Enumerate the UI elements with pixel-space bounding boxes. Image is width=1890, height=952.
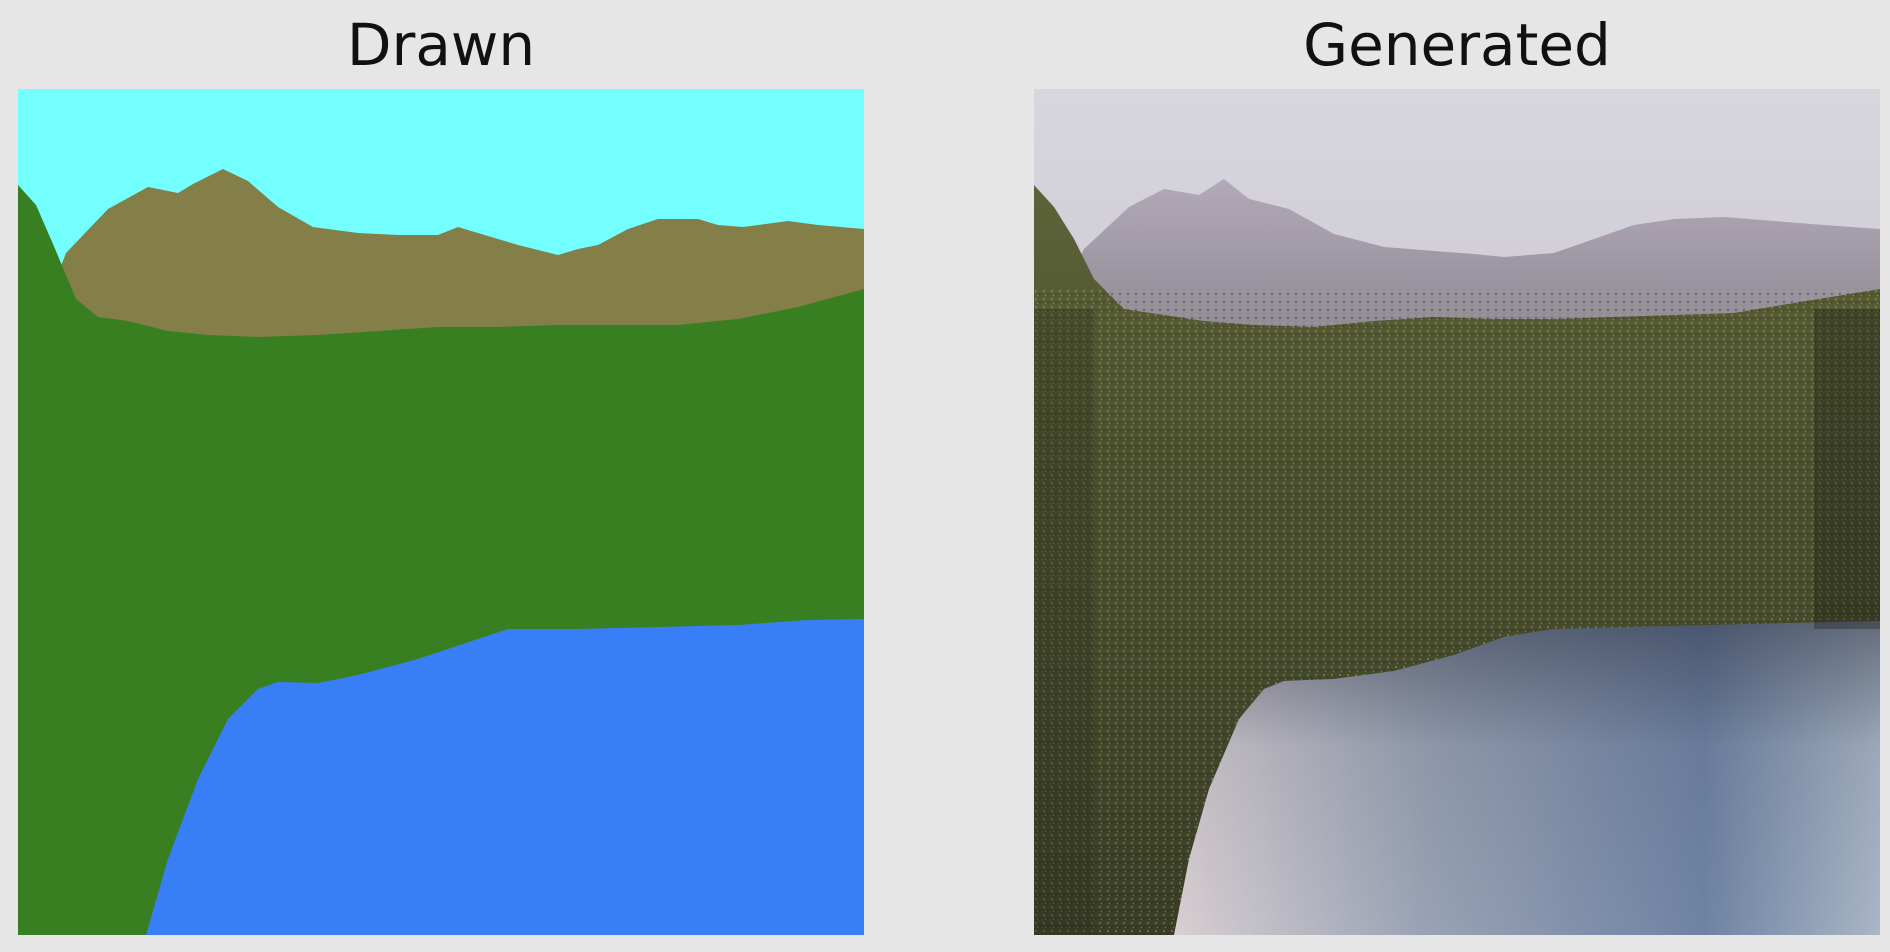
generated-left-shadow — [1034, 309, 1094, 935]
drawn-image — [18, 89, 864, 935]
generated-title: Generated — [1303, 11, 1611, 79]
generated-right-shadow — [1814, 309, 1880, 629]
drawn-title: Drawn — [346, 11, 536, 79]
drawn-panel: Drawn — [18, 0, 864, 952]
generated-water-shade — [1174, 621, 1880, 935]
generated-landscape-svg — [1034, 89, 1880, 935]
generated-image — [1034, 89, 1880, 935]
segmentation-map-svg — [18, 89, 864, 935]
water-region — [146, 619, 864, 935]
generated-panel: Generated — [1034, 0, 1880, 952]
